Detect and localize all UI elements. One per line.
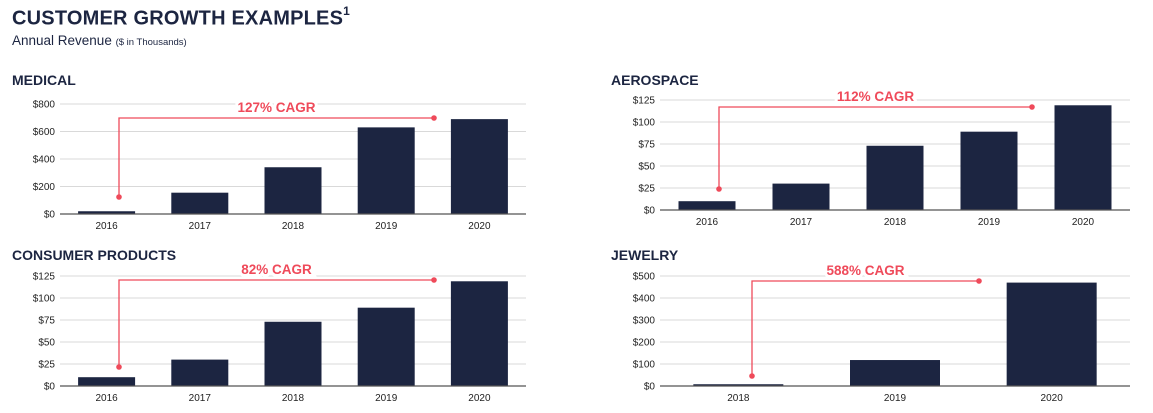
medical-bar-2017 xyxy=(171,192,229,214)
medical-x-tick-label: 2020 xyxy=(468,221,491,232)
consumer-products-cagr-end-dot xyxy=(431,277,437,283)
jewelry-x-tick-label: 2018 xyxy=(727,393,750,404)
consumer-products-x-tick-label: 2020 xyxy=(468,393,491,404)
consumer-products-x-tick-label: 2017 xyxy=(189,393,212,404)
aerospace-bar-2017 xyxy=(772,183,830,210)
consumer-products-x-tick-label: 2016 xyxy=(95,393,118,404)
aerospace-cagr-start-dot xyxy=(716,186,722,192)
aerospace-bar-2018 xyxy=(866,145,924,210)
medical-y-tick-label: $800 xyxy=(33,100,56,111)
consumer-products-y-tick-label: $25 xyxy=(38,360,55,371)
jewelry-x-tick-label: 2020 xyxy=(1041,393,1064,404)
consumer-products-y-tick-label: $50 xyxy=(38,338,55,349)
consumer-products-cagr-start-dot xyxy=(116,364,122,370)
consumer-products-y-tick-label: $75 xyxy=(38,316,55,327)
aerospace-bar-2016 xyxy=(678,201,736,210)
medical-cagr-connector xyxy=(118,117,434,197)
jewelry-y-tick-label: $500 xyxy=(633,272,656,283)
aerospace-bar-2020 xyxy=(1054,105,1112,210)
jewelry-y-tick-label: $200 xyxy=(633,338,656,349)
medical-bar-2019 xyxy=(357,127,415,214)
medical-y-tick-label: $600 xyxy=(33,127,56,138)
aerospace-x-tick-label: 2018 xyxy=(884,217,907,228)
medical-x-tick-label: 2017 xyxy=(189,221,212,232)
aerospace-bar-2019 xyxy=(960,131,1018,210)
jewelry-y-tick-label: $400 xyxy=(633,294,656,305)
page-subtitle: Annual Revenue ($ in Thousands) xyxy=(12,33,187,48)
medical-y-tick-label: $0 xyxy=(44,210,56,221)
consumer-products-bar-2016 xyxy=(78,377,136,386)
consumer-products-y-tick-label: $0 xyxy=(44,382,56,393)
consumer-products-y-tick-label: $100 xyxy=(33,294,56,305)
medical-cagr-start-dot xyxy=(116,194,122,200)
consumer-products-bar-2020 xyxy=(450,281,508,386)
aerospace-x-tick-label: 2016 xyxy=(696,217,719,228)
aerospace-x-tick-label: 2019 xyxy=(978,217,1001,228)
medical-bar-2018 xyxy=(264,167,322,214)
medical-cagr-label: 127% CAGR xyxy=(237,100,315,115)
footnote-marker: 1 xyxy=(343,4,350,18)
medical-bar-2020 xyxy=(450,119,508,214)
jewelry-bar-2020 xyxy=(1006,282,1097,386)
medical-bar-2016 xyxy=(78,211,136,214)
medical-x-tick-label: 2019 xyxy=(375,221,398,232)
chart-title-medical: MEDICAL xyxy=(12,72,76,88)
aerospace-y-tick-label: $125 xyxy=(633,96,656,107)
chart-title-consumer-products: CONSUMER PRODUCTS xyxy=(12,247,177,263)
aerospace-y-tick-label: $75 xyxy=(638,140,655,151)
chart-title-jewelry: JEWELRY xyxy=(611,247,679,263)
aerospace-y-tick-label: $50 xyxy=(638,162,655,173)
jewelry-x-tick-label: 2019 xyxy=(884,393,907,404)
jewelry-y-tick-label: $100 xyxy=(633,360,656,371)
medical-y-tick-label: $400 xyxy=(33,155,56,166)
consumer-products-cagr-label: 82% CAGR xyxy=(241,262,312,277)
medical-x-tick-label: 2018 xyxy=(282,221,305,232)
consumer-products-bar-2018 xyxy=(264,321,322,386)
medical-y-tick-label: $200 xyxy=(33,182,56,193)
aerospace-cagr-label: 112% CAGR xyxy=(837,89,915,104)
aerospace-cagr-connector xyxy=(718,106,1032,189)
aerospace-y-tick-label: $25 xyxy=(638,184,655,195)
units-note: ($ in Thousands) xyxy=(115,37,187,48)
jewelry-bar-2019 xyxy=(850,360,940,386)
aerospace-x-tick-label: 2020 xyxy=(1072,217,1095,228)
jewelry-cagr-end-dot xyxy=(976,278,982,284)
aerospace-cagr-end-dot xyxy=(1029,104,1035,110)
jewelry-cagr-start-dot xyxy=(749,373,755,379)
page-title: CUSTOMER GROWTH EXAMPLES1 xyxy=(12,4,350,30)
consumer-products-y-tick-label: $125 xyxy=(33,272,56,283)
jewelry-cagr-connector xyxy=(751,280,979,376)
aerospace-x-tick-label: 2017 xyxy=(790,217,813,228)
jewelry-y-tick-label: $0 xyxy=(644,382,656,393)
medical-x-tick-label: 2016 xyxy=(95,221,118,232)
consumer-products-cagr-connector xyxy=(118,279,434,367)
jewelry-bar-2018 xyxy=(693,384,784,386)
medical-cagr-end-dot xyxy=(431,115,437,121)
chart-title-aerospace: AEROSPACE xyxy=(611,72,699,88)
consumer-products-bar-2017 xyxy=(171,359,229,386)
consumer-products-x-tick-label: 2019 xyxy=(375,393,398,404)
jewelry-y-tick-label: $300 xyxy=(633,316,656,327)
aerospace-y-tick-label: $100 xyxy=(633,118,656,129)
jewelry-cagr-label: 588% CAGR xyxy=(826,263,904,278)
aerospace-y-tick-label: $0 xyxy=(644,206,656,217)
consumer-products-bar-2019 xyxy=(357,307,415,386)
consumer-products-x-tick-label: 2018 xyxy=(282,393,305,404)
